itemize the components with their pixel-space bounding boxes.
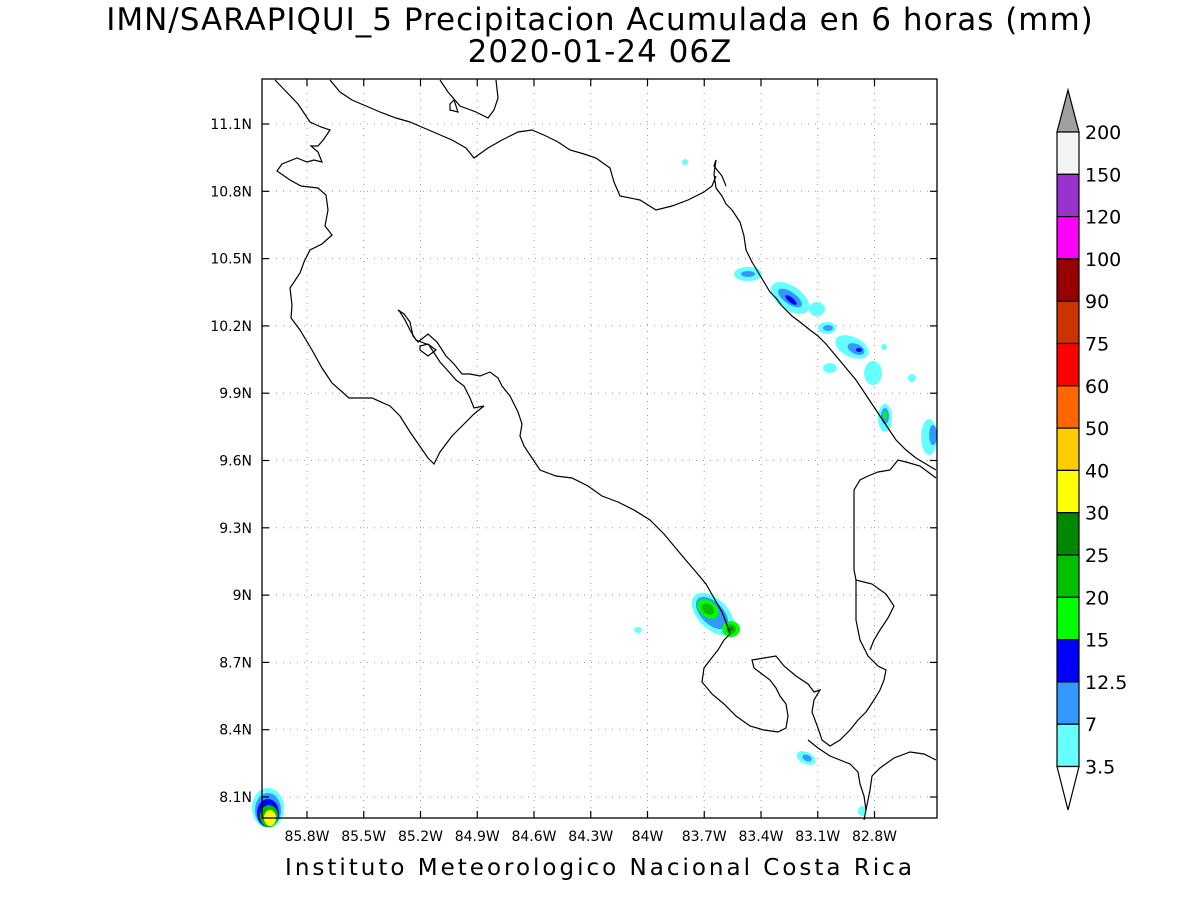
lake-nicaragua-shore (439, 79, 499, 119)
scale-bottom-arrow (1056, 765, 1080, 811)
lon-label: 84.6W (511, 829, 556, 845)
nicaragua-border (329, 79, 717, 211)
scale-label: 40 (1085, 460, 1109, 482)
scale-label: 150 (1085, 164, 1121, 186)
scale-label: 30 (1085, 503, 1109, 525)
lat-label: 10.8N (210, 184, 252, 200)
rain-patch (785, 295, 797, 305)
lat-label: 10.5N (210, 252, 252, 268)
scale-color-box (1056, 427, 1080, 472)
lon-label: 84W (632, 829, 664, 845)
scale-label: 12.5 (1085, 672, 1127, 694)
lat-label: 11.1N (210, 117, 252, 133)
lon-label: 85.5W (341, 829, 386, 845)
rain-patch (729, 627, 733, 631)
scale-label: 50 (1085, 418, 1109, 440)
longitude-labels: 85.8W 85.5W 85.2W 84.9W 84.6W 84.3W 84W 83.7W 83… (284, 829, 897, 845)
caribbean-coast (713, 159, 937, 471)
precipitation-areas (252, 159, 937, 828)
lat-label: 8.7N (219, 655, 252, 671)
lat-label: 9N (233, 588, 252, 604)
lat-label: 9.6N (219, 454, 252, 470)
scale-color-box (1056, 342, 1080, 387)
lon-label: 84.9W (455, 829, 500, 845)
lon-label: 83.1W (795, 829, 840, 845)
rain-patch (809, 302, 825, 316)
scale-color-box (1056, 723, 1080, 768)
scale-label: 200 (1085, 122, 1121, 144)
scale-color-box (1056, 596, 1080, 641)
map-frame (261, 78, 938, 819)
burica-coast (865, 751, 937, 811)
lon-label: 85.2W (398, 829, 443, 845)
scale-color-box (1056, 638, 1080, 683)
rain-patch (634, 627, 642, 633)
scale-color-box (1056, 512, 1080, 556)
lon-label: 84.3W (568, 829, 613, 845)
footer-credit: Instituto Meteorologico Nacional Costa R… (285, 855, 915, 881)
scale-color-box (1056, 385, 1080, 429)
lat-label: 10.2N (210, 319, 252, 335)
panama-border (853, 459, 937, 581)
nicoya-peninsula-coast (397, 309, 895, 747)
rain-patch (864, 361, 882, 385)
osa-coast (807, 739, 867, 821)
scale-color-box (1056, 173, 1080, 218)
map-title: IMN/SARAPIQUI_5 Precipitacion Acumulada … (106, 2, 1094, 38)
scale-label: 3.5 (1085, 757, 1115, 779)
chira-island (419, 343, 437, 357)
rain-patch (741, 271, 755, 277)
rain-patch (682, 159, 688, 165)
scale-color-box (1056, 300, 1080, 345)
map-gridlines (262, 79, 937, 818)
rain-patch (883, 411, 887, 419)
rain-patch (929, 425, 937, 445)
rain-patch (823, 325, 833, 331)
lat-label: 8.1N (219, 790, 252, 806)
scale-color-box (1056, 131, 1080, 175)
scale-label: 20 (1085, 587, 1109, 609)
lat-label: 9.9N (219, 386, 252, 402)
scale-color-box (1056, 258, 1080, 302)
rain-patch (823, 363, 837, 373)
scale-label: 100 (1085, 249, 1121, 271)
scale-color-box (1056, 681, 1080, 725)
scale-color-box (1056, 554, 1080, 598)
lon-label: 82.8W (852, 829, 897, 845)
rain-patch (701, 603, 715, 615)
rain-patch (881, 344, 887, 350)
lon-label: 83.4W (738, 829, 783, 845)
scale-label: 75 (1085, 334, 1109, 356)
lon-label: 83.7W (682, 829, 727, 845)
scale-label: 7 (1085, 714, 1097, 736)
scale-label: 25 (1085, 545, 1109, 567)
rain-patch (856, 348, 862, 352)
rain-patch (802, 754, 812, 762)
scale-color-box (1056, 216, 1080, 260)
lat-label: 9.3N (219, 521, 252, 537)
rain-patch (847, 343, 865, 355)
map-subtitle-date: 2020-01-24 06Z (467, 34, 733, 70)
rain-patch (908, 374, 916, 382)
lat-label: 8.4N (219, 723, 252, 739)
coastlines (274, 79, 937, 821)
nicaragua-pacific-coast (274, 79, 485, 466)
lon-label: 85.8W (284, 829, 329, 845)
axis-ticks (262, 79, 937, 818)
rain-patch (858, 806, 866, 816)
ometepe-island (449, 98, 459, 113)
latitude-labels: 11.1N 10.8N 10.5N 10.2N 9.9N 9.6N 9.3N 9N 8.7N 8.… (210, 117, 252, 806)
scale-label: 15 (1085, 630, 1109, 652)
scale-color-box (1056, 469, 1080, 514)
scale-label: 120 (1085, 207, 1121, 229)
scale-top-arrow (1056, 87, 1080, 133)
scale-label: 60 (1085, 376, 1109, 398)
san-juan-river (713, 159, 727, 187)
scale-label: 90 (1085, 291, 1109, 313)
